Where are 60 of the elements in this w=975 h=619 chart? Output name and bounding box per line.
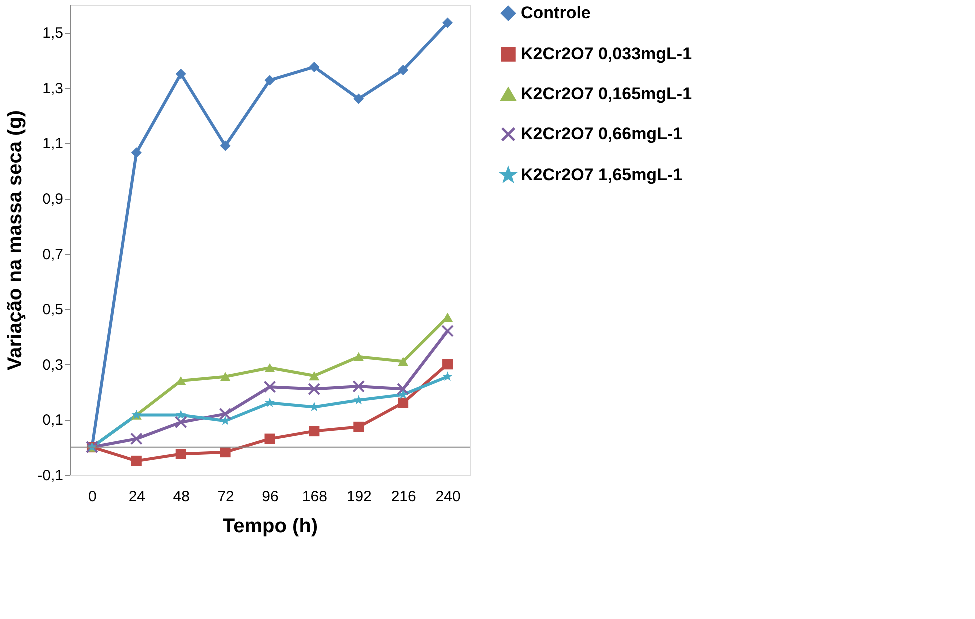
point [176,410,186,420]
point [354,94,364,104]
point [264,434,276,444]
point [176,449,186,460]
y-tick-label: 0,1 [42,412,64,430]
point [264,363,276,373]
y-tick-label: 0,5 [42,302,64,319]
point [442,324,454,338]
legend-label: K2Cr2O7 1,65mgL-1 [521,166,683,184]
point [264,75,276,86]
point [220,372,231,382]
point [130,432,143,446]
x-tick-label: 192 [346,488,372,506]
x-tick-label: 96 [262,488,279,506]
point [265,398,275,408]
point [220,447,231,458]
point [219,408,232,420]
point [176,68,186,80]
y-tick-label: 1,5 [42,25,64,42]
x-tick-label: 216 [391,488,416,506]
y-tick-label: 1,3 [42,80,64,98]
point [442,312,454,322]
x-tick-label: 240 [436,488,461,506]
x-tick-label: 168 [302,488,328,506]
legend-label: K2Cr2O7 0,165mgL-1 [521,84,692,104]
y-tick-label: 1,1 [42,136,64,153]
legend-label: K2Cr2O7 0,66mgL-1 [521,124,683,144]
y-tick-label: 0,3 [42,356,64,374]
point [398,65,409,76]
point [352,380,366,393]
point [131,456,142,466]
point [220,416,231,426]
point [309,62,320,72]
point [220,140,231,152]
point [354,352,364,362]
point [398,398,409,408]
point [309,371,320,381]
point [264,380,276,394]
y-tick-label: 0,7 [42,246,64,264]
x-tick-label: 24 [128,488,146,506]
y-tick-label: -0,1 [38,468,64,484]
point [398,390,408,400]
point [131,148,142,158]
x-tick-label: 0 [88,488,97,506]
point [442,372,453,382]
point [174,416,188,429]
point [354,422,364,432]
y-tick-label: 0,9 [42,191,64,208]
point [398,357,409,366]
point [308,383,321,396]
point [309,426,320,437]
x-axis-title: Tempo (h) [222,516,318,538]
x-tick-label: 72 [218,488,234,506]
point [442,359,454,370]
y-axis-title: Variação na massa seca (g) [4,110,27,371]
x-tick-label: 48 [173,488,190,506]
legend-label: Controle [521,4,591,22]
legend-label: K2Cr2O7 0,033mgL-1 [521,44,692,64]
point [442,18,454,28]
point [397,383,410,396]
